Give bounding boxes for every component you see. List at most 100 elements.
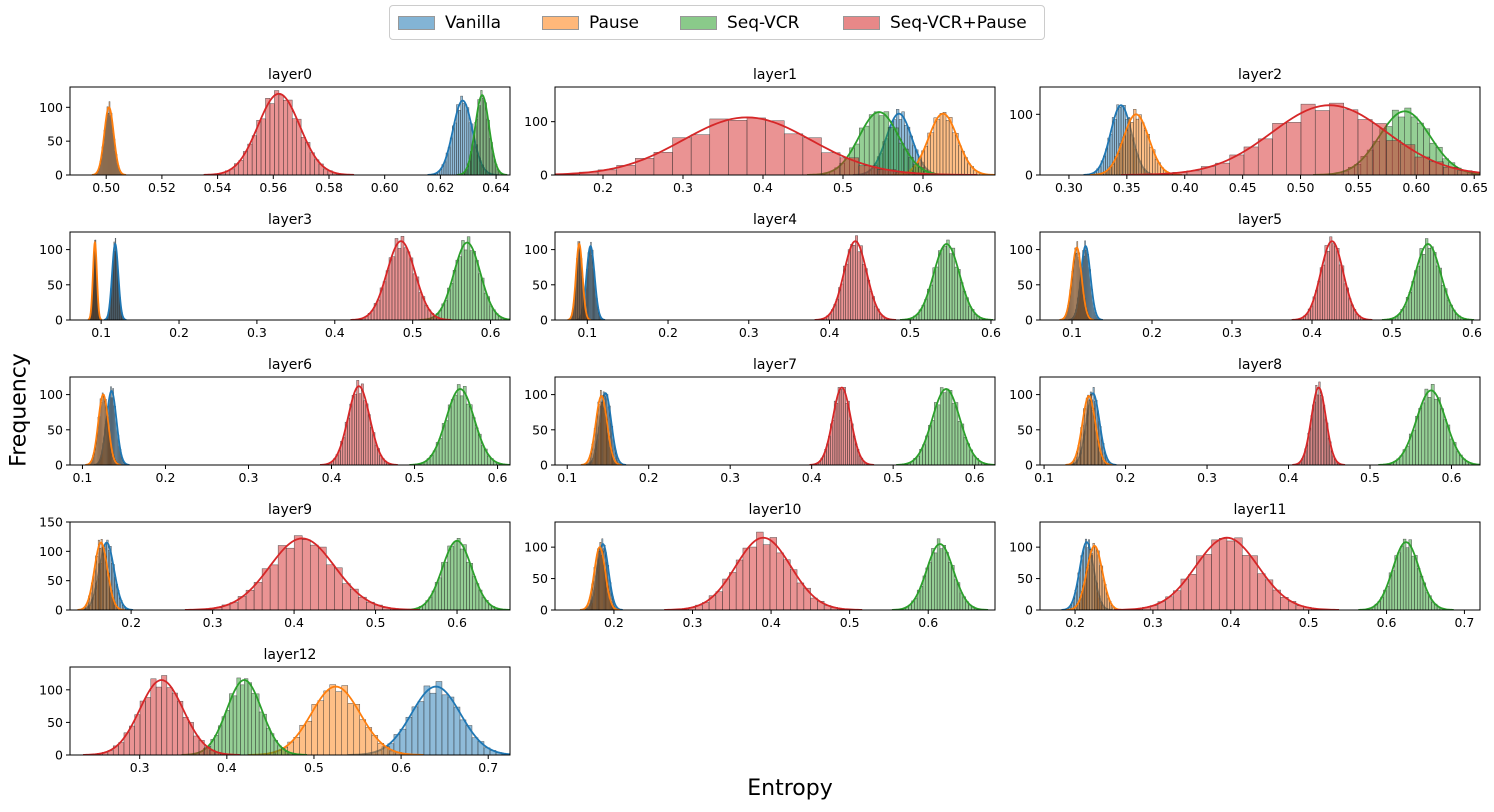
- histogram-bar: [447, 696, 455, 755]
- x-tick-label: 0.6: [913, 180, 933, 195]
- histogram-bar: [940, 248, 945, 320]
- axes-frame: [69, 376, 511, 466]
- axes-frame: [1039, 231, 1481, 321]
- legend-label: Seq-VCR+Pause: [890, 13, 1027, 33]
- series-seq-vcr: [891, 538, 989, 610]
- x-tick-label: 0.50: [1287, 180, 1315, 195]
- histogram-bar: [942, 545, 946, 610]
- legend-item-seq-vcr-pause: Seq-VCR+Pause: [843, 13, 1027, 33]
- histogram-bar: [466, 561, 470, 610]
- histogram-bar: [274, 90, 280, 175]
- histogram-bar: [293, 737, 300, 755]
- kde-line: [809, 386, 875, 465]
- plot-area: [85, 380, 510, 465]
- axes-frame: [69, 86, 511, 176]
- y-tick-label: 0: [540, 458, 548, 473]
- histogram-bar: [161, 675, 168, 755]
- histogram-bar: [1241, 555, 1251, 610]
- histogram-bar: [359, 719, 367, 755]
- histogram-bar: [471, 737, 479, 755]
- histogram-bar: [933, 117, 938, 175]
- histogram-bar: [342, 437, 346, 465]
- kde-line: [85, 393, 122, 465]
- x-tick-label: 0.2: [169, 325, 189, 340]
- kde-line: [1121, 104, 1480, 175]
- kde-line: [814, 240, 897, 320]
- x-tick-label: 0.5: [1382, 325, 1402, 340]
- plot-area: [567, 235, 994, 320]
- histogram-bar: [441, 694, 449, 755]
- x-tick-label: 0.4: [325, 325, 345, 340]
- histogram-bar: [888, 127, 895, 175]
- histogram-bar: [1226, 540, 1235, 610]
- histogram-bar: [945, 552, 949, 610]
- histogram-bar: [411, 706, 419, 755]
- y-tick-label: 100: [39, 100, 63, 115]
- histogram-bar: [403, 247, 408, 320]
- histogram-bar: [1135, 118, 1140, 175]
- histogram-bar: [862, 264, 866, 320]
- x-tick-label: 0.3: [739, 325, 759, 340]
- histogram-bar: [928, 562, 932, 610]
- histogram-bar: [177, 700, 184, 755]
- y-tick-label: 50: [47, 573, 63, 588]
- histogram-bar: [347, 703, 355, 755]
- subplot-layer6: 0.1 0.2 0.3 0.4 0.5 0.6 0 50 100 layer6: [39, 357, 511, 485]
- histogram-bar: [1405, 547, 1410, 610]
- axes-frame: [554, 86, 996, 176]
- histogram-bar: [412, 273, 417, 320]
- kde-line: [664, 536, 863, 610]
- kde-line: [1291, 240, 1373, 320]
- axes-frame: [1039, 521, 1481, 611]
- x-tick-label: 0.2: [1116, 470, 1136, 485]
- x-tick-label: 0.2: [658, 325, 678, 340]
- subplot-title: layer7: [753, 357, 797, 373]
- histogram-bar: [459, 719, 467, 755]
- legend-label: Vanilla: [445, 13, 502, 33]
- histogram-bar: [796, 582, 805, 610]
- series-vanilla: [103, 237, 127, 320]
- histogram-bar: [951, 403, 956, 465]
- axes-frame: [1039, 86, 1481, 176]
- x-tick-label: 0.1: [1062, 325, 1082, 340]
- subplot-title: layer6: [268, 357, 312, 373]
- histogram-bar: [397, 248, 402, 320]
- y-tick-label: 100: [39, 242, 63, 257]
- histogram-bar: [464, 104, 468, 175]
- histogram-bar: [945, 120, 950, 175]
- plot-area: [580, 386, 995, 465]
- x-tick-label: 0.2: [604, 615, 624, 630]
- kde-line: [1090, 113, 1182, 175]
- kde-line: [91, 106, 127, 175]
- histogram-bar: [837, 387, 841, 465]
- kde-line: [77, 541, 125, 610]
- histogram-bar: [1149, 146, 1153, 175]
- x-tick-label: 0.5: [900, 325, 920, 340]
- histogram-bar: [1122, 136, 1126, 175]
- x-tick-label: 0.55: [1344, 180, 1372, 195]
- histogram-bar: [1421, 402, 1426, 465]
- subplot-layer10: 0.2 0.3 0.4 0.5 0.6 0 50 100 layer10: [524, 502, 996, 630]
- histogram-bar: [406, 251, 411, 320]
- histogram-bar: [251, 693, 256, 755]
- legend-swatch: [398, 16, 435, 30]
- histogram-bar: [444, 561, 448, 610]
- histogram-bar: [939, 387, 944, 465]
- plot-area: [87, 236, 510, 320]
- y-tick-label: 100: [1009, 387, 1033, 402]
- y-tick-label: 50: [532, 571, 548, 586]
- series-seq-vcr: [404, 538, 510, 610]
- histogram-bar: [291, 118, 297, 175]
- x-tick-label: 0.54: [204, 180, 232, 195]
- x-tick-label: 0.1: [557, 470, 577, 485]
- histogram-bar: [382, 281, 387, 320]
- y-tick-label: 50: [47, 422, 63, 437]
- histogram-bar: [354, 393, 357, 465]
- histogram-bar: [949, 253, 953, 320]
- histogram-bar: [266, 727, 271, 755]
- histogram-bar: [898, 142, 904, 175]
- histogram-bar: [925, 567, 929, 610]
- histogram-bar: [388, 257, 393, 320]
- histogram-bar: [469, 250, 474, 320]
- histogram-bar: [939, 113, 944, 175]
